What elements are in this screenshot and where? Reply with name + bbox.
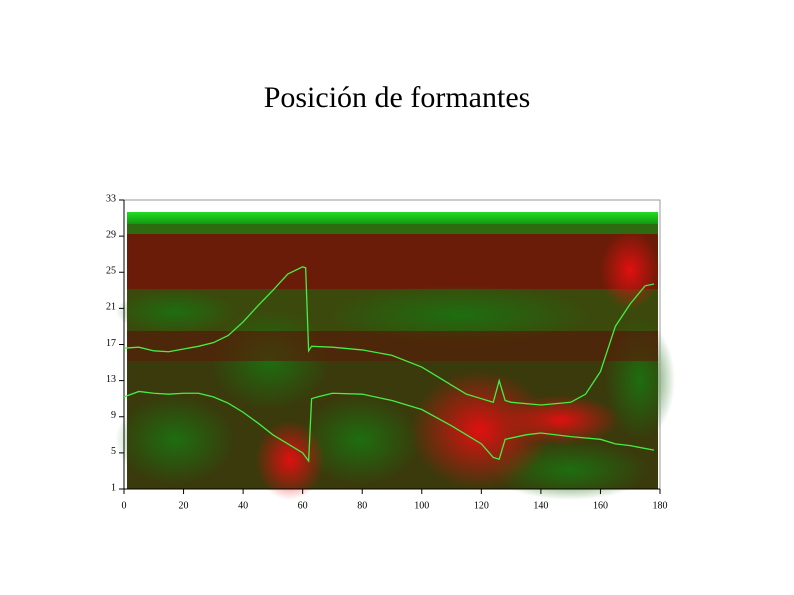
x-tick-label: 80: [357, 500, 367, 511]
x-tick-label: 140: [533, 500, 548, 511]
chart-title: Posición de formantes: [264, 81, 531, 114]
y-tick-label: 21: [106, 302, 116, 313]
y-tick-label: 17: [106, 338, 116, 349]
y-tick-label: 33: [106, 193, 116, 204]
y-tick-label: 1: [111, 482, 116, 493]
x-tick-label: 180: [653, 500, 668, 511]
formant-line: [123, 266, 655, 406]
x-tick-label: 20: [179, 500, 189, 511]
y-tick-label: 25: [106, 266, 116, 277]
y-tick-label: 5: [111, 446, 116, 457]
spectrogram: [115, 212, 675, 500]
formant-line: [123, 390, 655, 463]
x-tick-label: 100: [414, 500, 429, 511]
x-tick-label: 160: [593, 500, 608, 511]
y-tick-label: 9: [111, 410, 116, 421]
x-tick-label: 0: [122, 500, 127, 511]
x-tick-label: 60: [298, 500, 308, 511]
x-tick-label: 120: [474, 500, 489, 511]
x-tick-label: 40: [238, 500, 248, 511]
y-tick-label: 13: [106, 374, 116, 385]
y-tick-label: 29: [106, 229, 116, 240]
